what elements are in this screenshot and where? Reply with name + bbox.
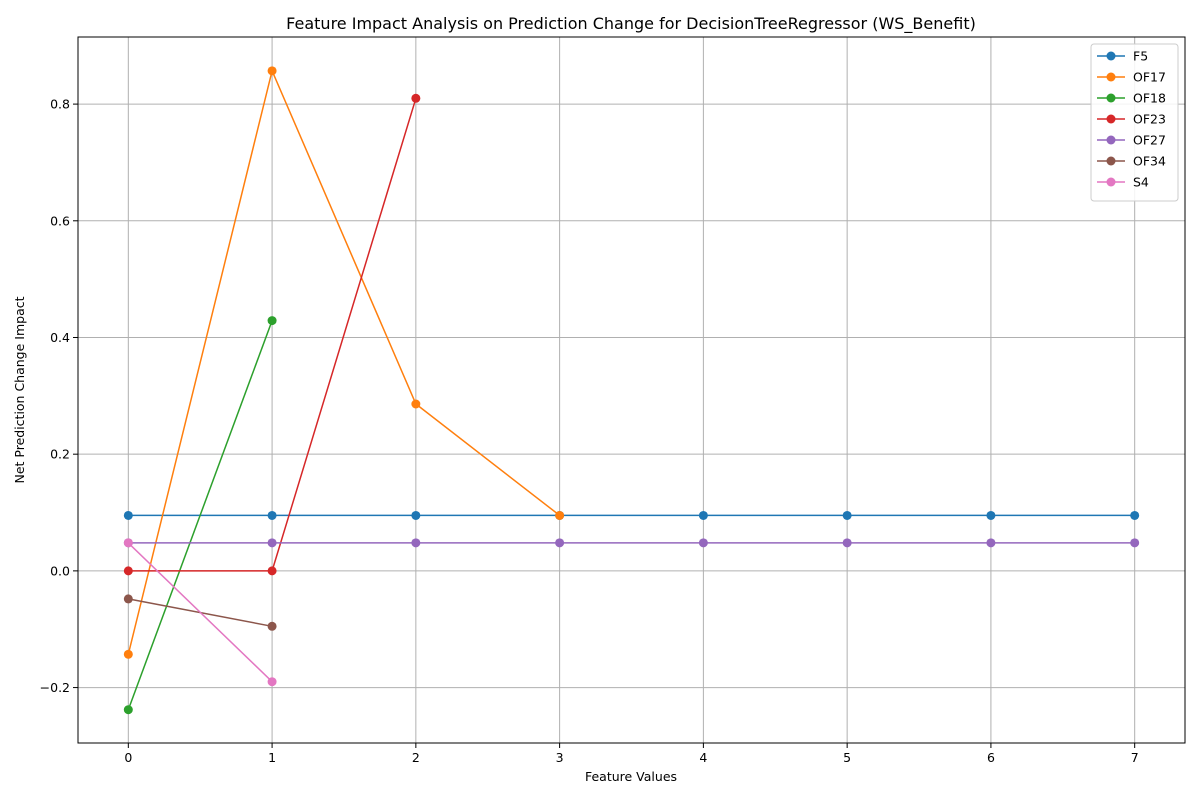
data-point-of27 xyxy=(1130,538,1140,548)
data-point-f5 xyxy=(411,510,421,520)
series-layer xyxy=(123,66,1140,715)
x-tick-label: 0 xyxy=(124,750,132,765)
data-point-of27 xyxy=(555,538,565,548)
x-tick-label: 4 xyxy=(699,750,707,765)
series-line-s4 xyxy=(127,542,273,683)
data-point-s4 xyxy=(123,538,133,548)
data-point-f5 xyxy=(123,510,133,520)
data-point-of18 xyxy=(267,316,277,326)
data-point-of34 xyxy=(123,594,133,604)
x-axis-label: Feature Values xyxy=(585,769,677,784)
legend-label-of17: OF17 xyxy=(1133,70,1166,85)
data-point-of17 xyxy=(123,649,133,659)
chart-title: Feature Impact Analysis on Prediction Ch… xyxy=(286,14,976,34)
y-tick-label: 0.6 xyxy=(50,213,70,228)
x-tick-label: 3 xyxy=(556,750,564,765)
plot-frame xyxy=(77,36,1186,744)
grid xyxy=(78,37,1185,743)
legend-label-of23: OF23 xyxy=(1133,112,1166,127)
legend-marker-of27 xyxy=(1106,135,1116,145)
data-point-f5 xyxy=(267,510,277,520)
data-point-of17 xyxy=(267,66,277,76)
y-tick-label: 0.8 xyxy=(50,97,70,112)
data-point-f5 xyxy=(698,510,708,520)
series-line-of18 xyxy=(127,320,273,710)
data-point-f5 xyxy=(986,510,996,520)
data-point-of23 xyxy=(411,93,421,103)
data-point-of23 xyxy=(123,566,133,576)
y-tick-label: −0.2 xyxy=(40,680,70,695)
legend-marker-of34 xyxy=(1106,156,1116,166)
x-tick-label: 5 xyxy=(843,750,851,765)
legend-marker-of23 xyxy=(1106,114,1116,124)
x-tick-label: 7 xyxy=(1131,750,1139,765)
data-point-f5 xyxy=(1130,510,1140,520)
data-point-of27 xyxy=(842,538,852,548)
data-point-of27 xyxy=(698,538,708,548)
data-point-of17 xyxy=(411,399,421,409)
series-line-of17 xyxy=(127,68,561,655)
legend-marker-of17 xyxy=(1106,72,1116,82)
x-tick-label: 1 xyxy=(268,750,276,765)
y-axis-label: Net Prediction Change Impact xyxy=(12,296,27,483)
data-point-of27 xyxy=(267,538,277,548)
y-tick-label: 0.0 xyxy=(50,563,70,578)
legend-marker-s4 xyxy=(1106,177,1116,187)
data-point-of23 xyxy=(267,566,277,576)
legend-label-f5: F5 xyxy=(1133,49,1148,64)
legend-marker-f5 xyxy=(1106,51,1116,61)
legend-label-of34: OF34 xyxy=(1133,154,1166,169)
legend-label-of18: OF18 xyxy=(1133,91,1166,106)
y-tick-label: 0.4 xyxy=(50,330,70,345)
data-point-f5 xyxy=(842,510,852,520)
data-point-s4 xyxy=(267,677,277,687)
x-tick-label: 2 xyxy=(412,750,420,765)
data-point-of27 xyxy=(986,538,996,548)
legend: F5 OF17 OF18 OF23 OF27 OF34 S4 xyxy=(1090,43,1179,202)
axis-ticks: 0 1 2 3 4 5 6 7 −0.2 0.0 0.2 0.4 0.6 0.8 xyxy=(40,97,1139,765)
y-tick-label: 0.2 xyxy=(50,447,70,462)
legend-label-of27: OF27 xyxy=(1133,133,1166,148)
x-tick-label: 6 xyxy=(987,750,995,765)
data-point-of27 xyxy=(411,538,421,548)
data-point-of17 xyxy=(555,510,565,520)
legend-label-s4: S4 xyxy=(1133,175,1149,190)
data-point-of34 xyxy=(267,621,277,631)
data-point-of18 xyxy=(123,705,133,715)
legend-marker-of18 xyxy=(1106,93,1116,103)
